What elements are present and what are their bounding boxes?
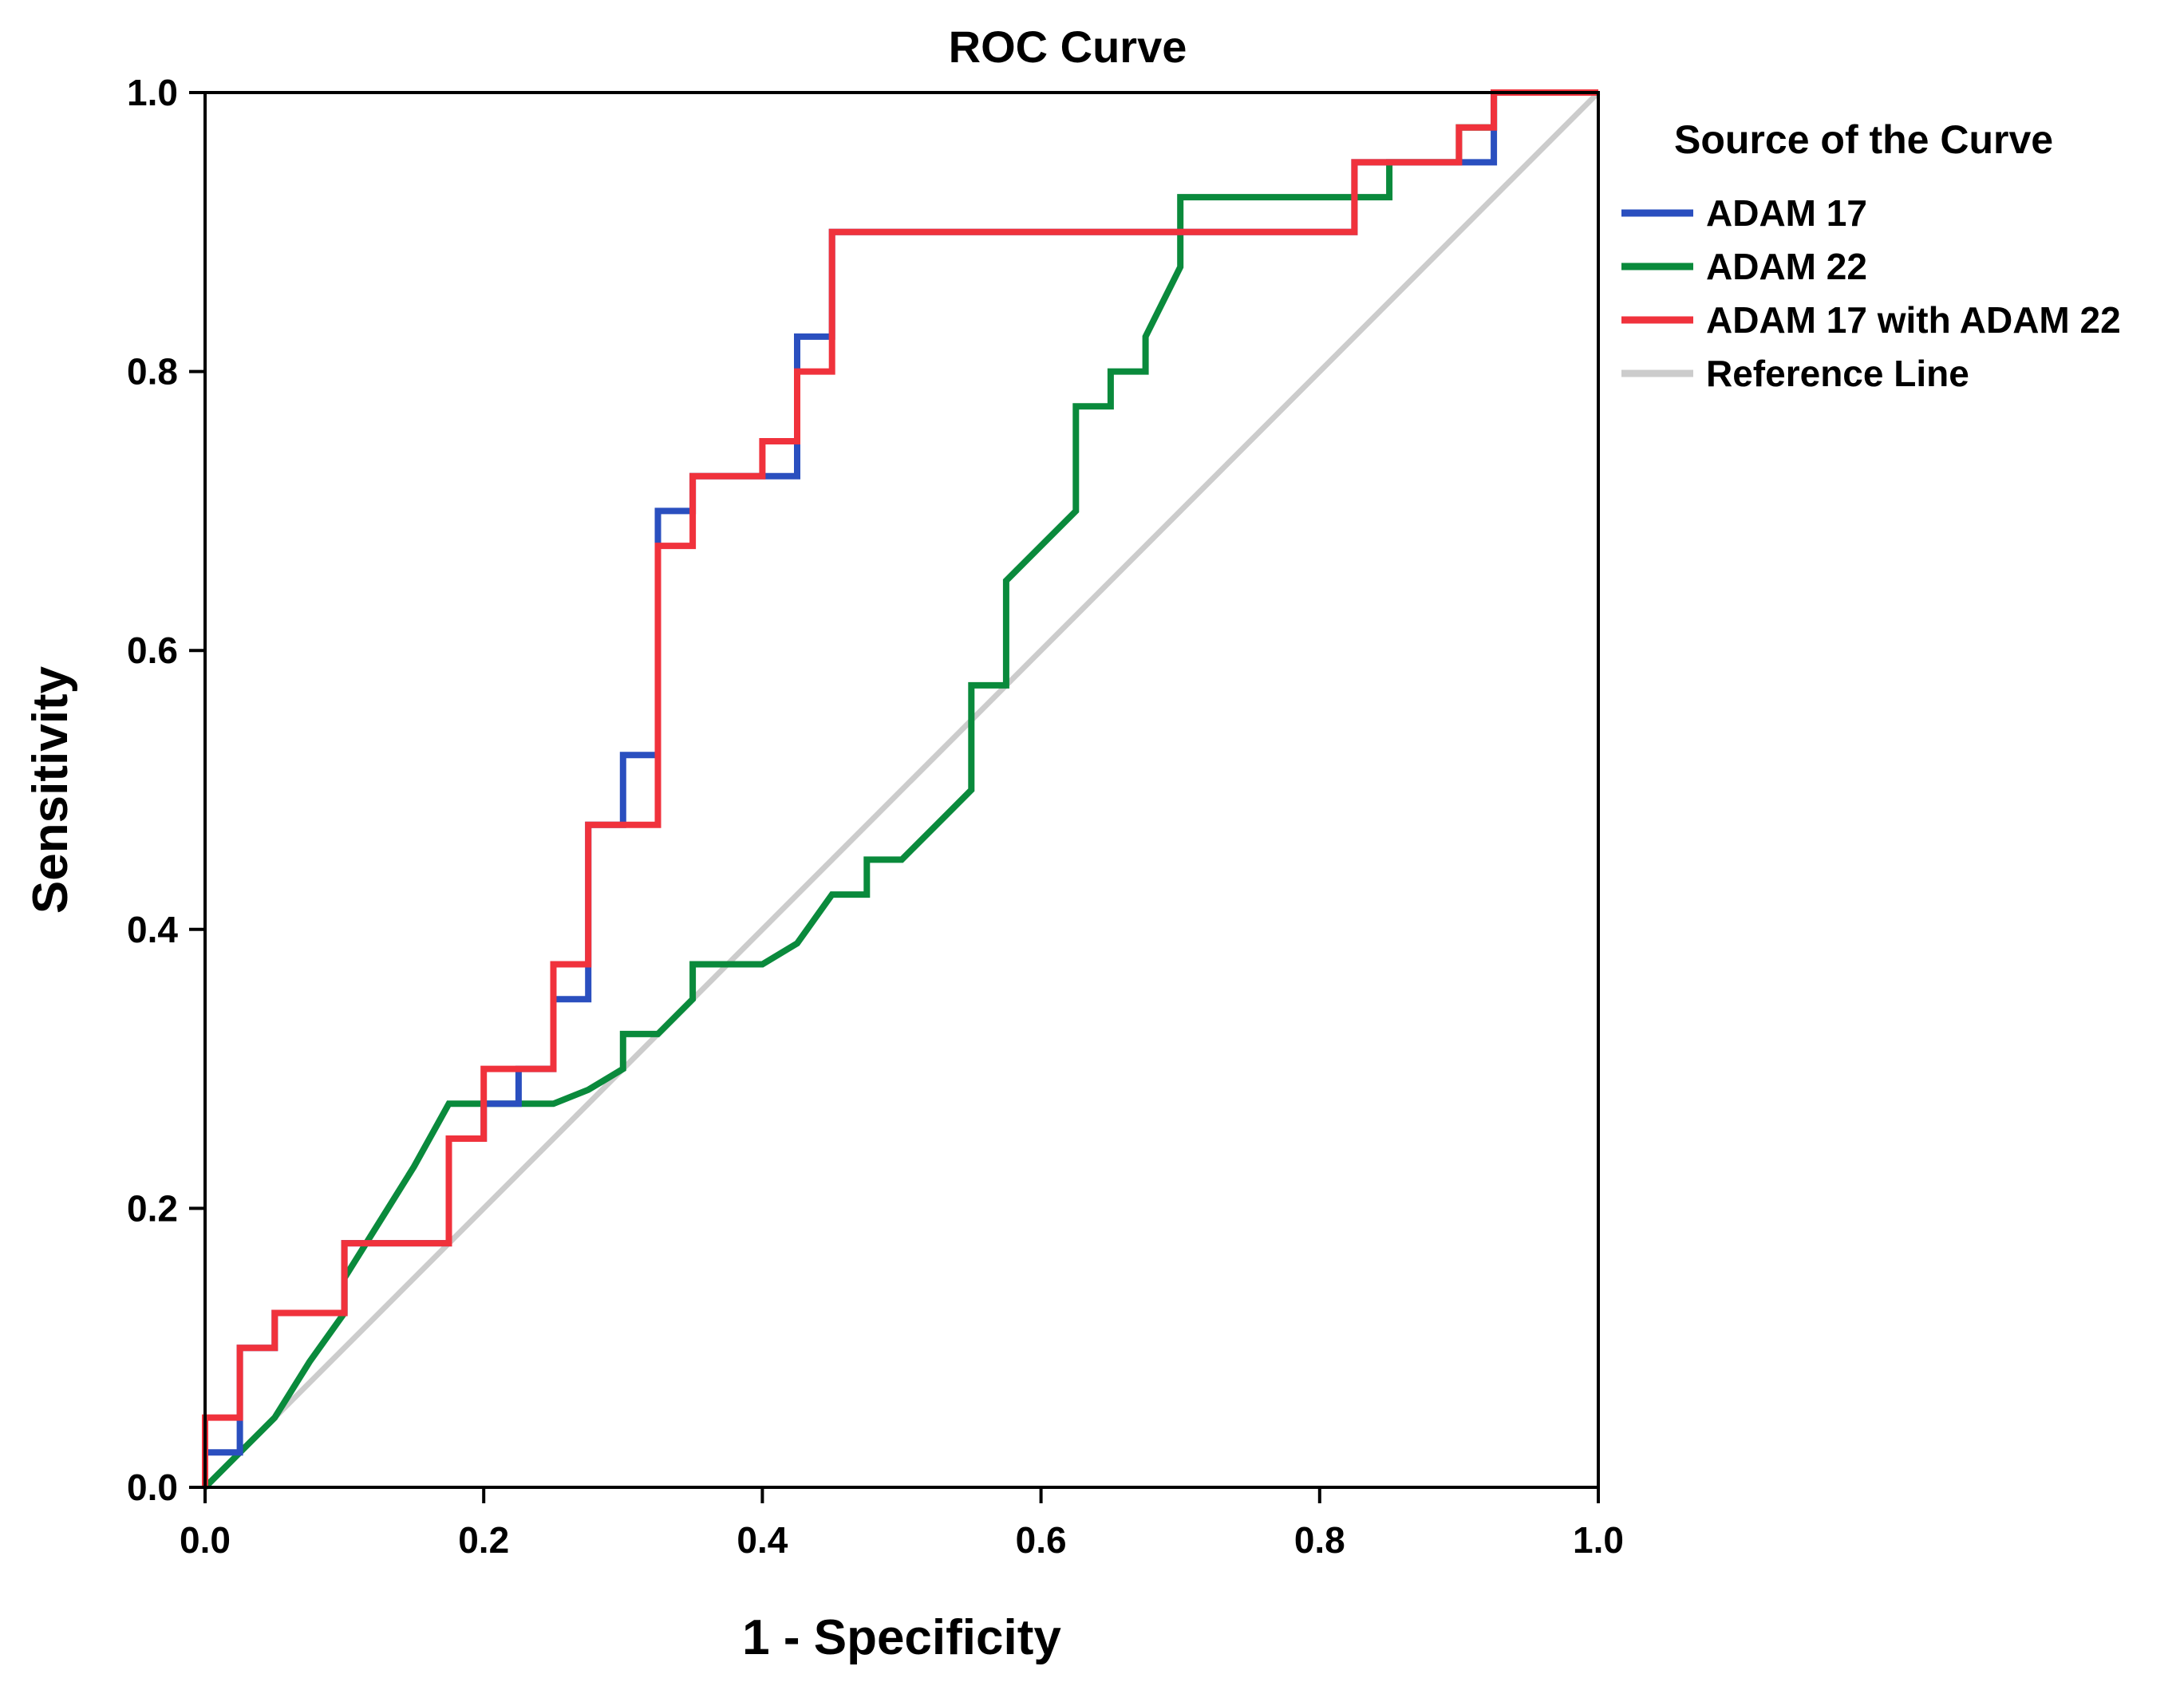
x-tick-label: 0.6 bbox=[1016, 1519, 1067, 1561]
y-axis-label: Sensitivity bbox=[23, 665, 78, 914]
legend-title: Source of the Curve bbox=[1674, 117, 2053, 162]
x-tick-label: 0.8 bbox=[1294, 1519, 1345, 1561]
x-tick-label: 0.4 bbox=[737, 1519, 788, 1561]
series-layer bbox=[202, 89, 1601, 1490]
y-tick-label: 0.8 bbox=[127, 351, 178, 393]
y-tick-label: 0.4 bbox=[127, 909, 178, 950]
y-tick-label: 0.6 bbox=[127, 630, 178, 671]
series-line-reference-line bbox=[203, 90, 1601, 1490]
x-tick-label: 0.2 bbox=[458, 1519, 509, 1561]
chart-title: ROC Curve bbox=[949, 22, 1187, 72]
x-axis-ticks: 0.0 0.2 0.4 0.6 0.8 1.0 bbox=[180, 1487, 1624, 1561]
legend-label-reference-line: Reference Line bbox=[1706, 353, 1969, 394]
legend-label-adam-17-with-adam-22: ADAM 17 with ADAM 22 bbox=[1706, 299, 2121, 341]
y-tick-label: 0.0 bbox=[127, 1467, 178, 1508]
x-tick-label: 0.0 bbox=[180, 1519, 231, 1561]
y-tick-label: 0.2 bbox=[127, 1187, 178, 1229]
x-axis-label: 1 - Specificity bbox=[742, 1610, 1061, 1665]
y-axis-ticks: 0.0 0.2 0.4 0.6 0.8 1.0 bbox=[127, 72, 205, 1508]
series-line-adam-17-with-adam-22 bbox=[202, 89, 1598, 1487]
legend-label-adam-22: ADAM 22 bbox=[1706, 246, 1867, 287]
x-tick-label: 1.0 bbox=[1573, 1519, 1624, 1561]
y-tick-label: 1.0 bbox=[127, 72, 178, 113]
legend-label-adam-17: ADAM 17 bbox=[1706, 192, 1867, 234]
plot-frame bbox=[203, 91, 1600, 1489]
series-line-adam-22 bbox=[203, 89, 1598, 1490]
legend-items: ADAM 17 ADAM 22 ADAM 17 with ADAM 22 Refere… bbox=[1621, 192, 2121, 394]
